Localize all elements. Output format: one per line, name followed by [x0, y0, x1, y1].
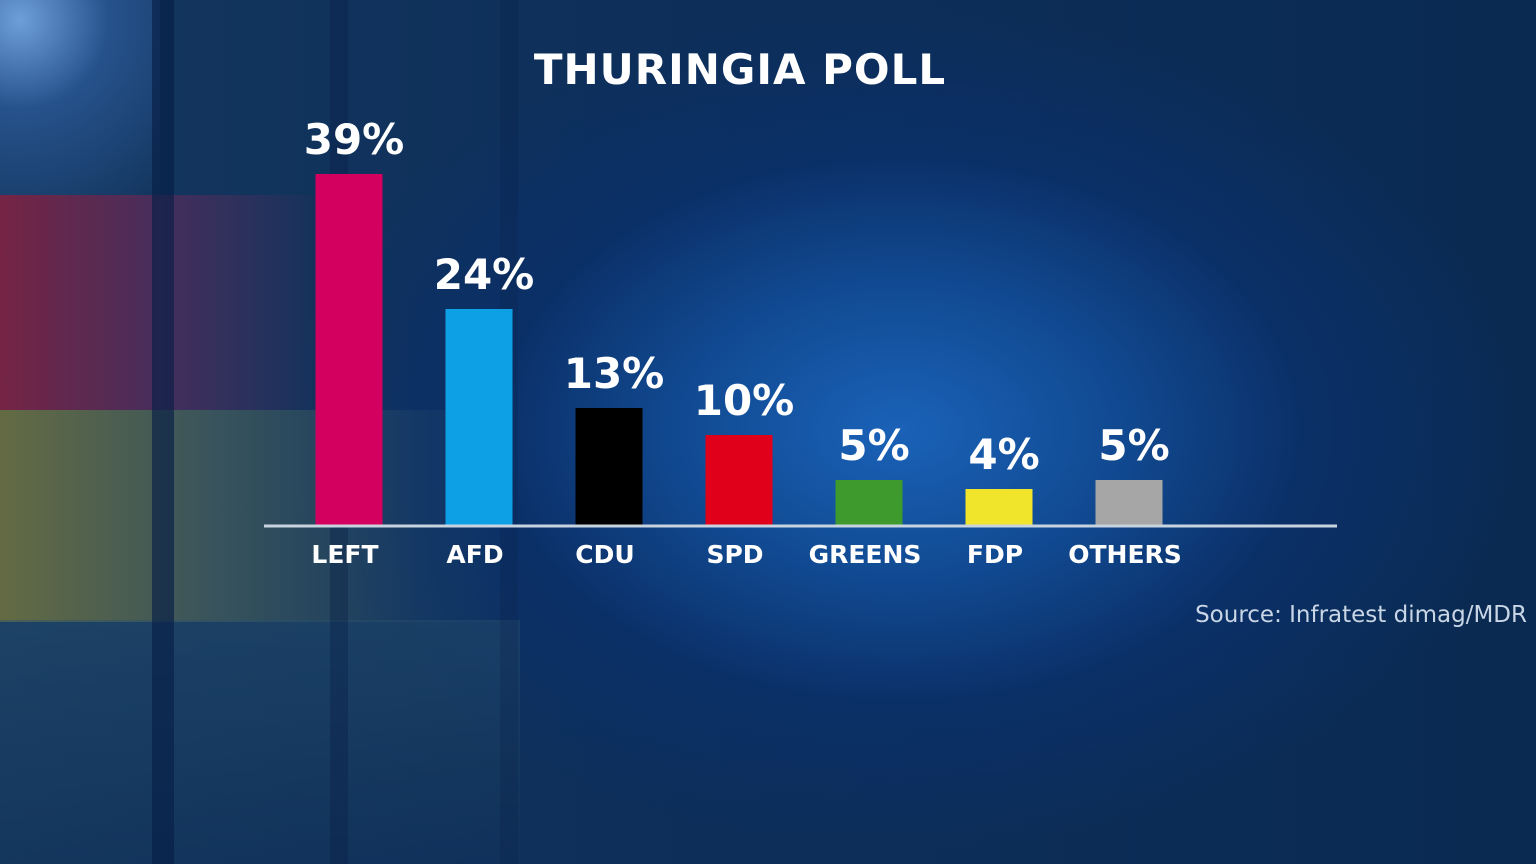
value-label-cdu: 13% [564, 349, 665, 398]
value-label-greens: 5% [838, 421, 909, 470]
category-label-others: OTHERS [1068, 540, 1182, 569]
value-label-fdp: 4% [968, 430, 1039, 479]
bar-greens [835, 480, 903, 525]
category-label-greens: GREENS [809, 540, 922, 569]
bars-group: 39% LEFT 24% AFD 13% CDU 10% SPD 5% GREENS 4% FDP 5%… [304, 115, 1182, 569]
value-label-afd: 24% [434, 250, 535, 299]
bar-left [315, 174, 383, 525]
category-label-afd: AFD [446, 540, 503, 569]
bar-cdu [575, 408, 643, 525]
chart-title: THURINGIA POLL [534, 45, 946, 94]
value-label-left: 39% [304, 115, 405, 164]
bar-spd [705, 435, 773, 525]
bar-others [1095, 480, 1163, 525]
category-label-cdu: CDU [575, 540, 634, 569]
value-label-others: 5% [1098, 421, 1169, 470]
category-label-left: LEFT [311, 540, 378, 569]
value-label-spd: 10% [694, 376, 795, 425]
bar-afd [445, 309, 513, 525]
source-note: Source: Infratest dimag/MDR [1195, 602, 1527, 628]
category-label-spd: SPD [706, 540, 763, 569]
category-label-fdp: FDP [967, 540, 1023, 569]
bar-fdp [965, 489, 1033, 525]
